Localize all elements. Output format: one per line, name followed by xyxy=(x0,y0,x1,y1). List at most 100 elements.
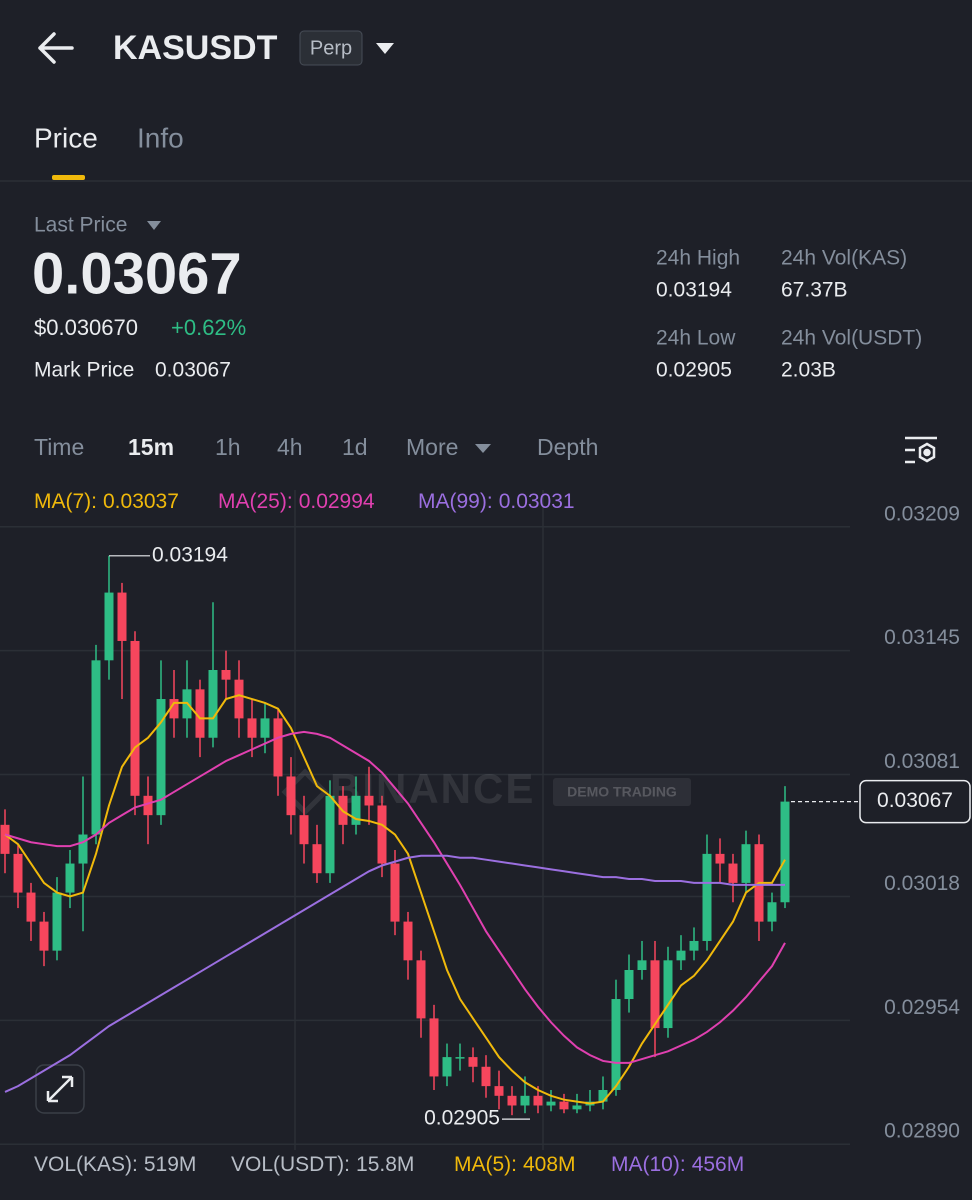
low-annotation: 0.02905 xyxy=(424,1107,500,1130)
candle-body xyxy=(390,863,400,922)
volume-legend-value: 408M xyxy=(523,1153,576,1176)
expand-button[interactable] xyxy=(35,1064,85,1114)
candle-body xyxy=(429,1018,439,1077)
stat-label: 24h Vol(KAS) xyxy=(781,247,907,270)
candle-body xyxy=(494,1086,504,1096)
candle-body xyxy=(624,970,634,1000)
candle-body xyxy=(559,1101,569,1110)
y-tick-label: 0.03209 xyxy=(884,502,960,525)
ma-legend-name: MA(99): xyxy=(418,490,493,513)
candle-body xyxy=(364,795,374,806)
tab-underline xyxy=(52,175,85,180)
tab-info[interactable]: Info xyxy=(137,122,184,153)
volume-legend-name: MA(5): xyxy=(454,1153,517,1176)
last-price-label[interactable]: Last Price xyxy=(34,214,127,237)
volume-legend-value: 456M xyxy=(692,1153,745,1176)
volume-legend: VOL(KAS): 519M xyxy=(34,1153,196,1176)
badge-box xyxy=(299,30,363,66)
ma-legend: MA(25): 0.02994 xyxy=(218,490,375,513)
volume-legend: VOL(USDT): 15.8M xyxy=(231,1153,414,1176)
candle-body xyxy=(208,670,218,738)
candle-body xyxy=(52,892,62,951)
interval[interactable]: More xyxy=(406,434,458,460)
ma-line xyxy=(4,694,786,1105)
candle-body xyxy=(221,670,231,680)
stat-label: 24h Vol(USDT) xyxy=(781,327,922,350)
interval[interactable]: 15m xyxy=(128,434,174,460)
stat-value: 0.02905 xyxy=(656,359,732,382)
candle-body xyxy=(520,1095,530,1106)
y-tick-label: 0.03145 xyxy=(884,626,960,649)
candle-body xyxy=(507,1095,517,1106)
stat-label: 24h Low xyxy=(656,327,736,350)
price-change: +0.62% xyxy=(171,315,246,340)
watermark: BINANCE xyxy=(330,765,535,812)
y-tick-label: 0.03018 xyxy=(884,872,960,895)
symbol: KASUSDT xyxy=(113,29,278,67)
ma-legend-name: MA(7): xyxy=(34,490,97,513)
ma-legend-value: 0.03037 xyxy=(103,490,179,513)
candle-body xyxy=(455,1057,465,1059)
candle-body xyxy=(702,853,712,941)
interval[interactable]: Depth xyxy=(537,434,598,460)
candle-body xyxy=(546,1101,556,1106)
more-dropdown xyxy=(475,444,491,453)
candle-body xyxy=(715,853,725,864)
interval[interactable]: Time xyxy=(34,434,84,460)
interval[interactable]: 4h xyxy=(277,434,303,460)
candle-body xyxy=(741,844,751,883)
stat-value: 0.03194 xyxy=(656,279,732,302)
ma-legend-value: 0.02994 xyxy=(299,490,375,513)
back-arrow xyxy=(38,32,74,64)
candle-body xyxy=(169,699,179,719)
badge: Perp xyxy=(310,37,352,59)
symbol-dropdown[interactable] xyxy=(376,43,394,54)
candle-body xyxy=(156,699,166,816)
candle-body xyxy=(611,999,621,1090)
candle-body xyxy=(663,960,673,1029)
settings-hex xyxy=(918,442,936,463)
candle-body xyxy=(260,718,270,738)
interval[interactable]: 1h xyxy=(215,434,241,460)
candle-body xyxy=(767,902,777,922)
mark-price-label: Mark Price xyxy=(34,359,134,382)
candle-body xyxy=(572,1105,582,1110)
candle-body xyxy=(312,844,322,874)
ma-line xyxy=(4,730,786,1064)
volume-legend-name: VOL(USDT): xyxy=(231,1153,350,1176)
candle-body xyxy=(299,815,309,845)
candle-body xyxy=(403,921,413,961)
candle-body xyxy=(65,863,75,893)
candle-body xyxy=(533,1095,543,1106)
ma-legend-value: 0.03031 xyxy=(499,490,575,513)
usd-price: $0.030670 xyxy=(34,315,138,340)
volume-legend-name: MA(10): xyxy=(611,1153,686,1176)
candle-body xyxy=(39,921,49,951)
watermark-badge-box xyxy=(553,778,691,806)
interval[interactable]: 1d xyxy=(342,434,368,460)
volume-legend: MA(10): 456M xyxy=(611,1153,744,1176)
candle-body xyxy=(143,795,153,816)
tab-price[interactable]: Price xyxy=(34,122,98,153)
candle-body xyxy=(481,1066,491,1087)
volume-legend-value: 15.8M xyxy=(356,1153,414,1176)
candle-body xyxy=(0,824,10,854)
candle-body xyxy=(91,660,101,835)
chart-settings[interactable] xyxy=(905,436,937,464)
y-tick-label: 0.02890 xyxy=(884,1120,960,1143)
volume-legend-value: 519M xyxy=(144,1153,197,1176)
last-price-dropdown[interactable] xyxy=(147,221,161,230)
candle-body xyxy=(351,795,361,825)
back-button[interactable] xyxy=(38,32,74,64)
candle-body xyxy=(130,640,140,796)
candle-body xyxy=(26,892,36,922)
candle-body xyxy=(13,853,23,893)
last-price-box xyxy=(859,779,971,824)
settings-dot xyxy=(923,448,931,457)
candle-body xyxy=(637,960,647,970)
volume-legend: MA(5): 408M xyxy=(454,1153,576,1176)
stat-value: 2.03B xyxy=(781,359,836,382)
